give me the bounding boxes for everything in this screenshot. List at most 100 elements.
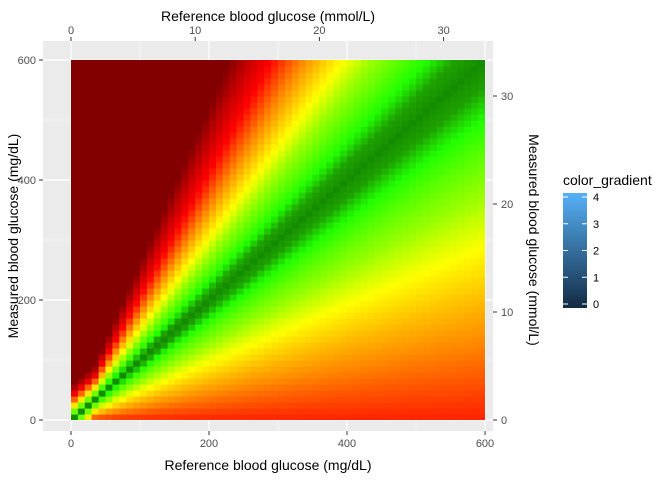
heatmap-cell bbox=[91, 330, 100, 337]
heatmap-cell bbox=[146, 222, 155, 229]
heatmap-cell bbox=[333, 168, 341, 175]
heatmap-cell bbox=[215, 162, 224, 169]
heatmap-cell bbox=[416, 174, 424, 181]
heatmap-cell bbox=[119, 330, 127, 337]
heatmap-cell bbox=[353, 264, 362, 271]
heatmap-cell bbox=[133, 96, 141, 103]
heatmap-cell bbox=[464, 246, 472, 253]
heatmap-cell bbox=[188, 186, 196, 193]
heatmap-cell bbox=[291, 378, 300, 385]
heatmap-cell bbox=[450, 294, 458, 301]
heatmap-cell bbox=[167, 108, 176, 115]
heatmap-cell bbox=[319, 102, 327, 109]
heatmap-cell bbox=[71, 312, 79, 319]
heatmap-cell bbox=[202, 300, 210, 307]
heatmap-cell bbox=[77, 96, 86, 103]
heatmap-cell bbox=[367, 402, 376, 409]
heatmap-cell bbox=[140, 246, 148, 253]
heatmap-cell bbox=[174, 348, 182, 355]
heatmap-cell bbox=[381, 222, 389, 229]
heatmap-cell bbox=[153, 252, 162, 259]
heatmap-cell bbox=[298, 330, 307, 337]
heatmap-cell bbox=[388, 252, 396, 259]
heatmap-cell bbox=[160, 132, 169, 139]
heatmap-cell bbox=[209, 240, 217, 247]
heatmap-cell bbox=[243, 270, 251, 277]
heatmap-cell bbox=[374, 312, 383, 319]
heatmap-cell bbox=[395, 126, 403, 133]
heatmap-cell bbox=[160, 354, 169, 361]
heatmap-cell bbox=[119, 138, 127, 145]
heatmap-cell bbox=[436, 174, 445, 181]
heatmap-cell bbox=[140, 198, 148, 205]
heatmap-cell bbox=[381, 312, 389, 319]
heatmap-cell bbox=[77, 330, 86, 337]
heatmap-cell bbox=[395, 162, 403, 169]
heatmap-cell bbox=[250, 108, 258, 115]
heatmap-cell bbox=[236, 258, 245, 265]
heatmap-cell bbox=[195, 138, 203, 145]
heatmap-cell bbox=[257, 270, 265, 277]
heatmap-cell bbox=[360, 114, 369, 121]
heatmap-cell bbox=[353, 96, 362, 103]
heatmap-cell bbox=[250, 282, 258, 289]
heatmap-cell bbox=[112, 126, 120, 133]
heatmap-cell bbox=[450, 108, 458, 115]
heatmap-cell bbox=[112, 192, 120, 199]
heatmap-cell bbox=[381, 138, 389, 145]
heatmap-cell bbox=[181, 60, 189, 67]
heatmap-cell bbox=[243, 384, 251, 391]
heatmap-cell bbox=[271, 378, 279, 385]
heatmap-cell bbox=[360, 198, 369, 205]
heatmap-cell bbox=[381, 192, 389, 199]
heatmap-cell bbox=[284, 384, 293, 391]
heatmap-cell bbox=[77, 372, 86, 379]
heatmap-cell bbox=[112, 396, 120, 403]
heatmap-cell bbox=[153, 240, 162, 247]
heatmap-cell bbox=[395, 390, 403, 397]
heatmap-cell bbox=[140, 216, 148, 223]
heatmap-cell bbox=[126, 408, 134, 415]
heatmap-cell bbox=[305, 408, 314, 415]
heatmap-cell bbox=[77, 408, 86, 415]
heatmap-cell bbox=[471, 102, 479, 109]
heatmap-cell bbox=[388, 318, 396, 325]
heatmap-cell bbox=[126, 60, 134, 67]
heatmap-cell bbox=[84, 312, 93, 319]
heatmap-cell bbox=[333, 414, 341, 420]
heatmap-cell bbox=[319, 318, 327, 325]
heatmap-cell bbox=[105, 318, 113, 325]
heatmap-cell bbox=[436, 294, 445, 301]
heatmap-cell bbox=[105, 324, 113, 331]
heatmap-cell bbox=[388, 372, 396, 379]
heatmap-cell bbox=[388, 162, 396, 169]
heatmap-cell bbox=[450, 96, 458, 103]
heatmap-cell bbox=[257, 90, 265, 97]
heatmap-cell bbox=[77, 108, 86, 115]
heatmap-cell bbox=[153, 204, 162, 211]
heatmap-cell bbox=[443, 138, 452, 145]
heatmap-cell bbox=[326, 138, 334, 145]
heatmap-cell bbox=[105, 270, 113, 277]
heatmap-cell bbox=[464, 126, 472, 133]
heatmap-cell bbox=[140, 390, 148, 397]
heatmap-cell bbox=[209, 72, 217, 79]
heatmap-cell bbox=[140, 174, 148, 181]
heatmap-cell bbox=[195, 102, 203, 109]
heatmap-cell bbox=[429, 330, 438, 337]
heatmap-cell bbox=[478, 114, 485, 121]
heatmap-cell bbox=[271, 270, 279, 277]
heatmap-cell bbox=[284, 408, 293, 415]
heatmap-cell bbox=[98, 156, 107, 163]
heatmap-cell bbox=[422, 366, 431, 373]
heatmap-cell bbox=[422, 120, 431, 127]
heatmap-cell bbox=[443, 336, 452, 343]
heatmap-cell bbox=[360, 120, 369, 127]
heatmap-cell bbox=[353, 414, 362, 420]
heatmap-cell bbox=[71, 360, 79, 367]
heatmap-cell bbox=[167, 126, 176, 133]
heatmap-cell bbox=[360, 252, 369, 259]
heatmap-cell bbox=[160, 60, 169, 67]
heatmap-cell bbox=[478, 138, 485, 145]
heatmap-cell bbox=[436, 264, 445, 271]
